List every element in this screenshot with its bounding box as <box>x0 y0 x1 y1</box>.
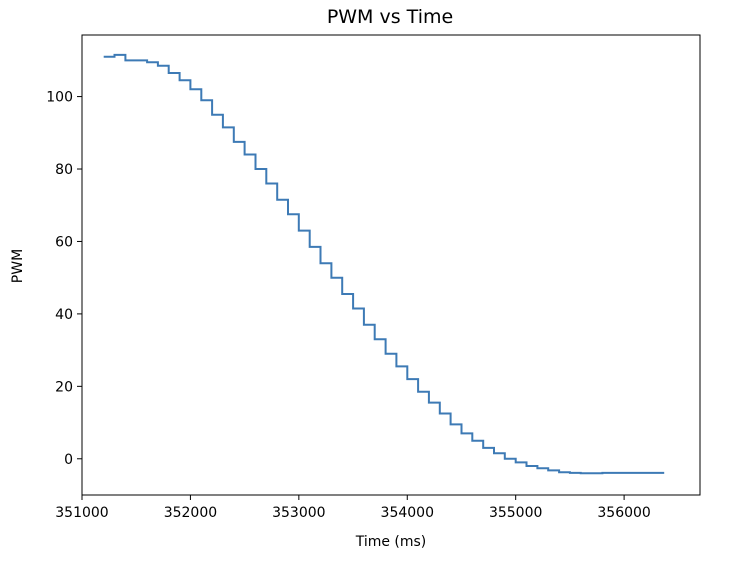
chart-title: PWM vs Time <box>327 6 453 28</box>
x-axis-label: Time (ms) <box>355 534 427 550</box>
y-axis-label: PWM <box>10 249 26 283</box>
plot-area <box>81 34 701 496</box>
y-tick-label: 80 <box>55 162 73 178</box>
y-tick-label: 0 <box>64 452 73 468</box>
y-tick-label: 100 <box>46 90 73 106</box>
pwm-series-line <box>103 53 665 475</box>
y-axis: 0 20 40 60 80 100 <box>46 90 82 468</box>
y-tick-label: 20 <box>55 379 73 395</box>
y-tick-label: 60 <box>55 234 73 250</box>
x-tick-label: 353000 <box>272 505 325 521</box>
x-tick-label: 354000 <box>381 505 434 521</box>
x-tick-label: 355000 <box>489 505 542 521</box>
x-tick-label: 352000 <box>164 505 217 521</box>
x-tick-label: 351000 <box>55 505 108 521</box>
x-tick-label: 356000 <box>597 505 650 521</box>
y-tick-label: 40 <box>55 307 73 323</box>
x-axis: 351000 352000 353000 354000 355000 356000 <box>55 495 651 521</box>
